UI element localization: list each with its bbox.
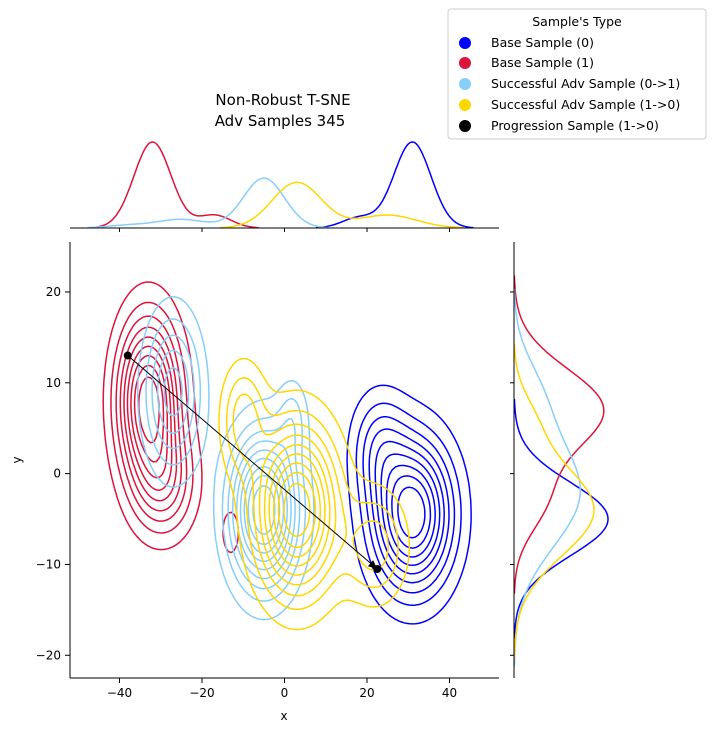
kde-contour-successful-adv-sample-1-0 (218, 357, 411, 631)
kde-series-base-sample-0 (346, 384, 472, 625)
legend-label-base-0: Base Sample (0) (491, 35, 594, 50)
y-tick-label: 0 (53, 467, 61, 481)
kde-contour-base-sample-0 (397, 486, 426, 539)
marginal-y-base-sample-1 (513, 275, 605, 594)
legend-entry: Successful Adv Sample (0->1) (459, 76, 680, 91)
kde-contour-base-sample-0 (368, 428, 450, 584)
kde-contour-base-sample-0 (346, 384, 472, 625)
kde-contour-successful-adv-sample-1-0 (258, 434, 337, 586)
progression-layer (123, 351, 382, 573)
kde-contour-base-sample-0 (355, 402, 462, 607)
marginal-x-successful-adv-sample-1-0 (220, 181, 465, 229)
progression-line (127, 355, 378, 570)
marginal-y-base-sample-0 (513, 398, 609, 639)
axes-layer: −40 −20 0 20 40 −20 −10 0 10 20 (36, 228, 514, 700)
x-tick-label: −40 (107, 686, 132, 700)
kde-contour-successful-adv-sample-0-1 (156, 349, 296, 580)
kde-contour-base-sample-0 (391, 475, 432, 549)
legend-entry: Progression Sample (1->0) (459, 118, 659, 133)
legend-marker-base-1 (459, 57, 471, 69)
kde-contour-base-sample-0 (385, 464, 436, 558)
legend-label-base-1: Base Sample (1) (491, 55, 594, 70)
kde-contour-successful-adv-sample-1-0 (263, 444, 331, 576)
marginal-x-base-sample-1 (91, 141, 259, 229)
y-tick-label: 10 (46, 376, 61, 390)
kde-series-successful-adv-sample-0-1 (136, 296, 315, 621)
y-tick-label: −10 (36, 557, 61, 571)
legend-label-adv-1-0: Successful Adv Sample (1->0) (491, 97, 680, 112)
kde-contour-successful-adv-sample-1-0 (268, 453, 326, 567)
kde-contour-successful-adv-sample-1-0 (232, 393, 389, 597)
kde-series-base-sample-1 (102, 281, 240, 554)
legend-label-adv-0-1: Successful Adv Sample (0->1) (491, 76, 680, 91)
kde-contour-successful-adv-sample-1-0 (225, 377, 399, 611)
legend-entry: Successful Adv Sample (1->0) (459, 97, 680, 112)
y-axis-label: y (10, 456, 24, 463)
marginal-x-density (70, 141, 499, 229)
legend: Sample's Type Base Sample (0) Base Sampl… (447, 8, 707, 140)
kde-contour-base-sample-1 (123, 336, 178, 502)
marginal-x-successful-adv-sample-0-1 (87, 177, 329, 229)
legend-label-progression: Progression Sample (1->0) (491, 118, 659, 133)
marginal-y-successful-adv-sample-1-0 (513, 343, 595, 658)
kde-contour-successful-adv-sample-1-0 (277, 471, 317, 549)
legend-marker-adv-1-0 (459, 99, 471, 111)
legend-entry: Base Sample (1) (459, 55, 594, 70)
legend-marker-base-0 (459, 37, 471, 49)
joint-kde-contours (102, 281, 472, 631)
kde-contour-base-sample-0 (374, 440, 445, 575)
kde-contour-successful-adv-sample-1-0 (283, 482, 311, 538)
legend-marker-progression (459, 120, 471, 132)
kde-contour-successful-adv-sample-1-0 (272, 462, 322, 558)
marginal-y-successful-adv-sample-0-1 (513, 288, 582, 667)
marginal-y-density (513, 242, 609, 678)
legend-frame (447, 8, 707, 140)
kde-contour-base-sample-1 (115, 315, 188, 522)
x-tick-label: 40 (442, 686, 457, 700)
x-tick-label: −20 (189, 686, 214, 700)
kde-series-successful-adv-sample-1-0 (218, 357, 411, 631)
chart-title-line-2: Adv Samples 345 (215, 112, 346, 130)
kde-contour-base-sample-0 (380, 453, 441, 567)
x-tick-label: 0 (281, 686, 289, 700)
legend-marker-adv-0-1 (459, 78, 471, 90)
legend-entry: Base Sample (0) (459, 35, 594, 50)
x-axis-label: x (280, 709, 287, 723)
x-tick-label: 20 (359, 686, 374, 700)
progression-end-point (373, 565, 382, 573)
kde-contour-base-sample-0 (362, 416, 456, 594)
chart-title-line-1: Non-Robust T-SNE (215, 91, 350, 109)
progression-start-point (123, 351, 132, 360)
legend-title: Sample's Type (532, 14, 622, 29)
kde-contour-base-sample-1 (110, 301, 194, 534)
marginal-x-base-sample-0 (316, 141, 474, 229)
kde-contour-successful-adv-sample-0-1 (136, 296, 315, 621)
y-tick-label: −20 (36, 648, 61, 662)
y-tick-label: 20 (46, 285, 61, 299)
kde-contour-base-sample-1 (126, 345, 173, 491)
